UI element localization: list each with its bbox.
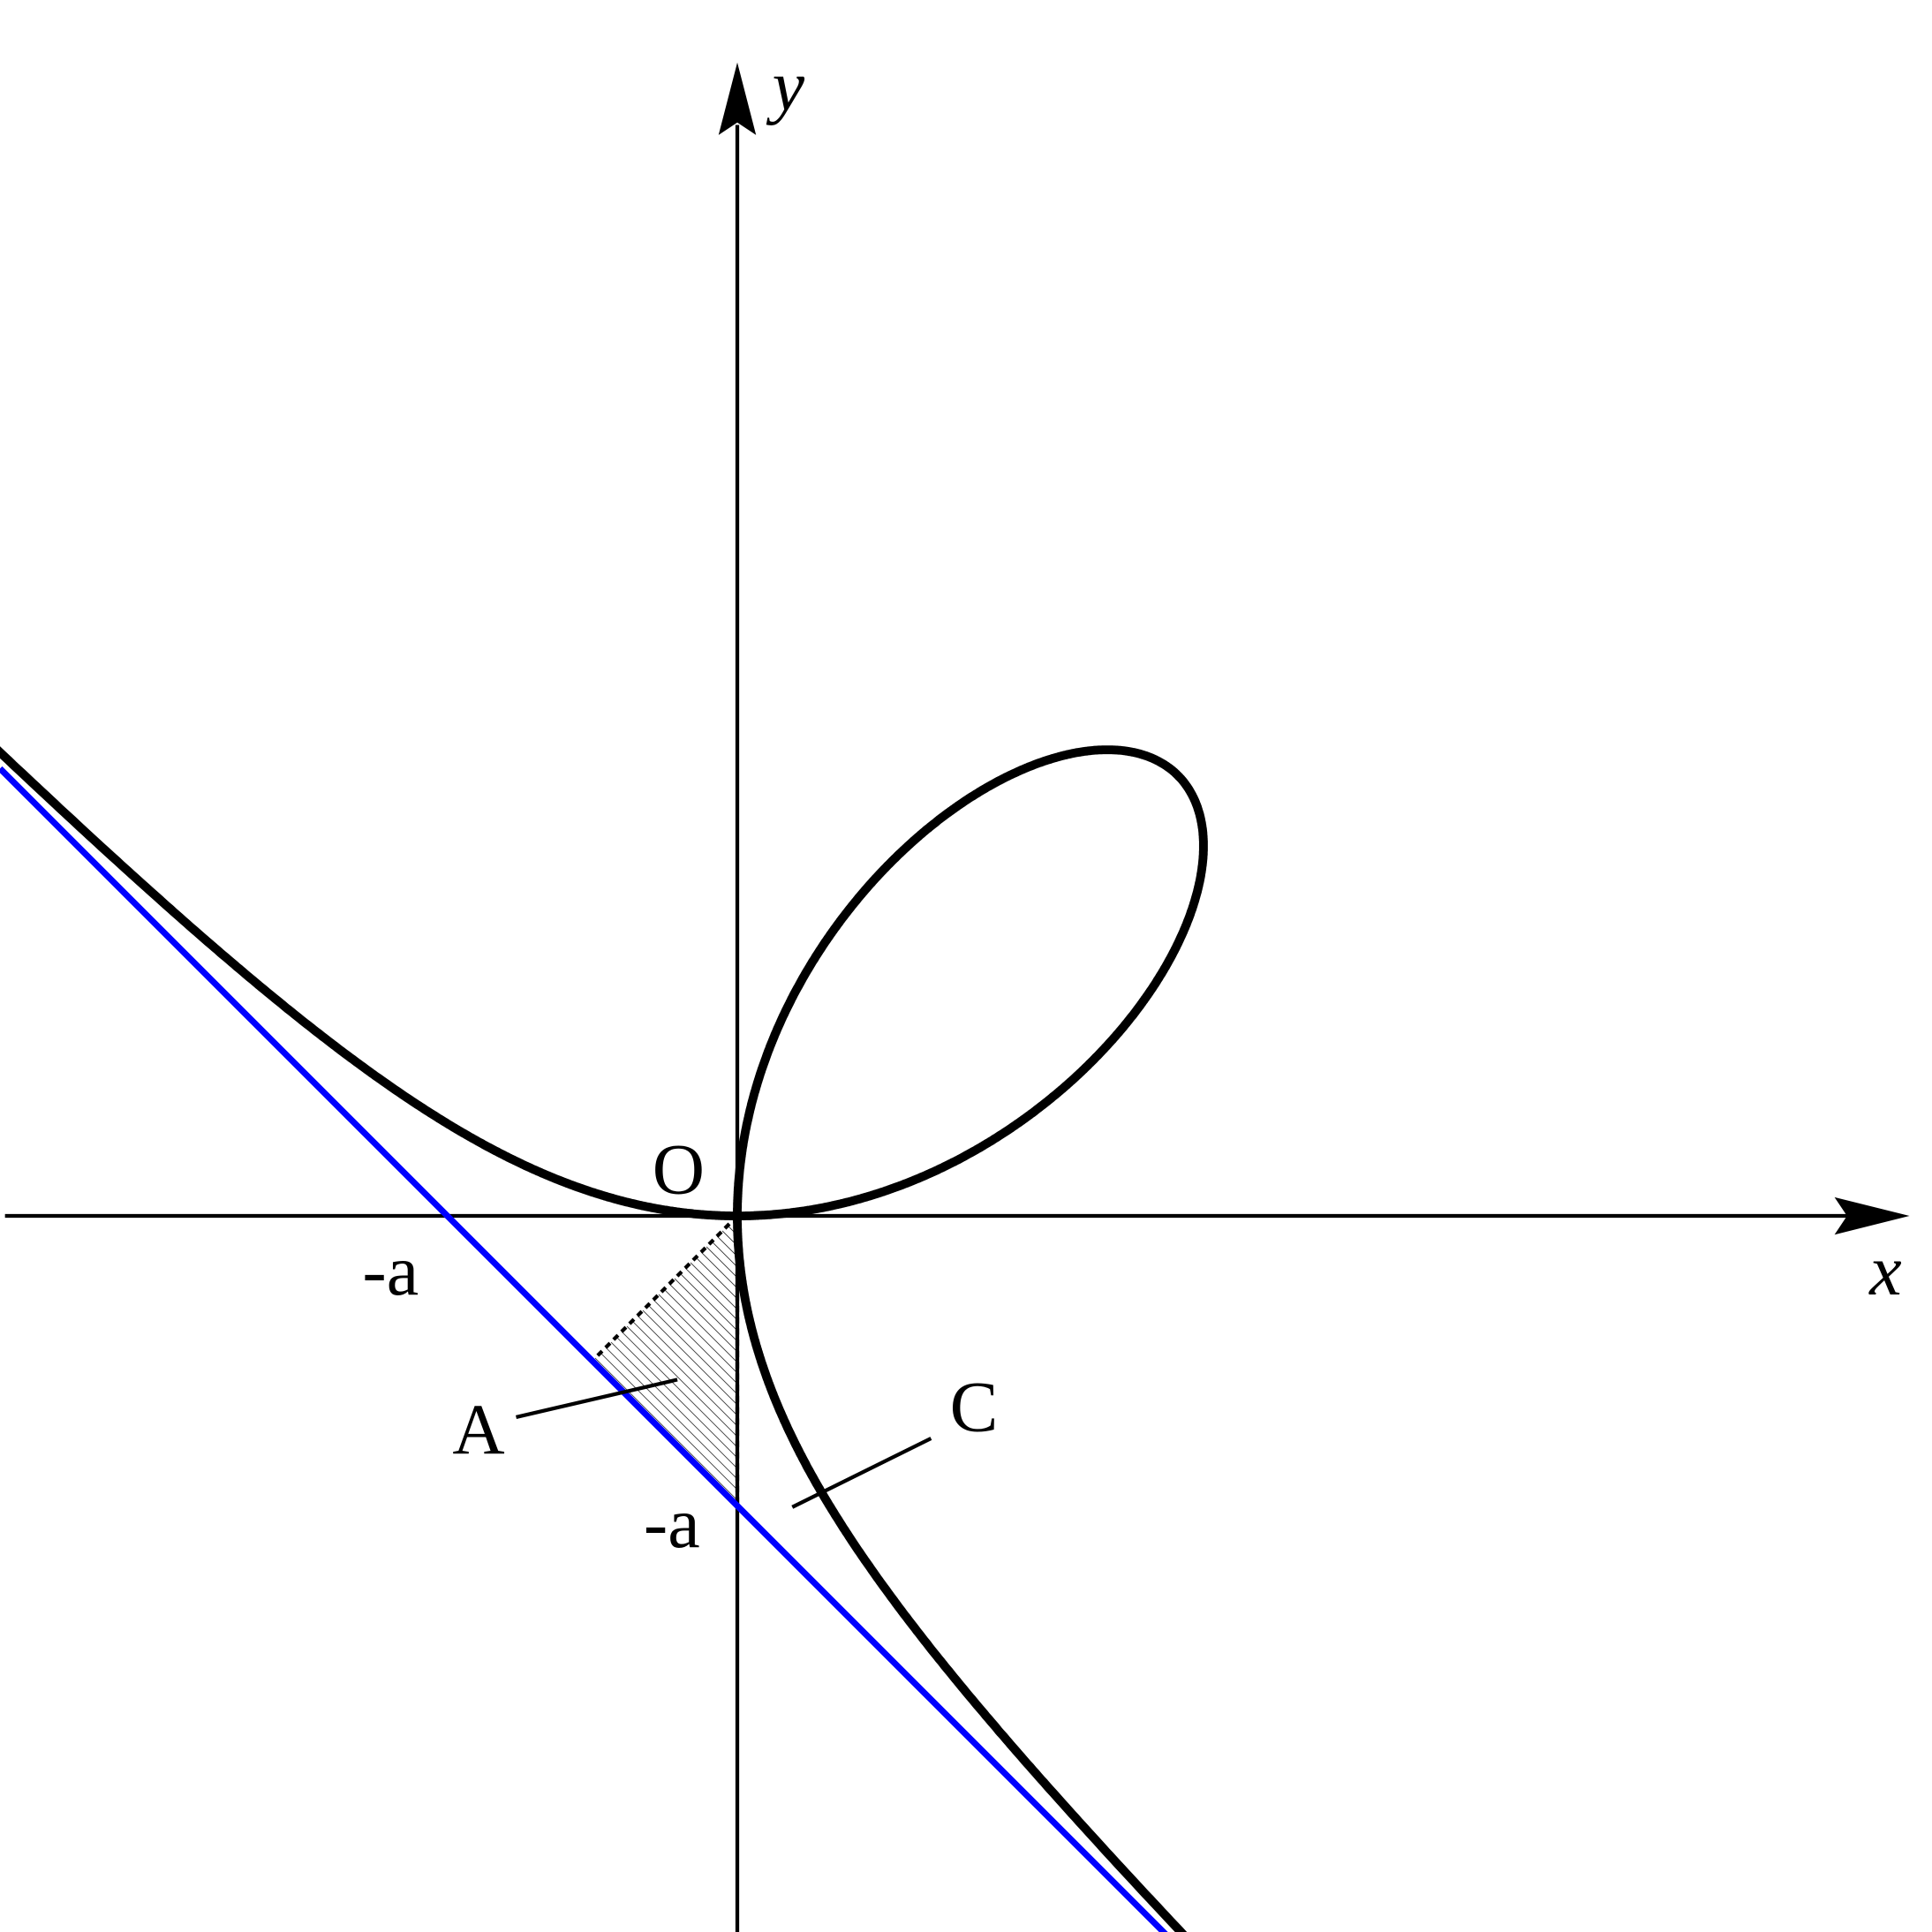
- y-label: y: [766, 46, 805, 126]
- leader-c: [791, 1437, 932, 1509]
- dashed-line: [592, 1214, 739, 1362]
- origin-label: O: [653, 1129, 705, 1210]
- leader-a: [516, 1377, 678, 1419]
- curve-label: C: [950, 1366, 999, 1446]
- y-neg-a-label: -a: [644, 1483, 700, 1563]
- folium-curve: [0, 745, 1208, 1932]
- x-label: x: [1868, 1230, 1901, 1310]
- region-label: A: [452, 1389, 504, 1469]
- asymptote: [0, 766, 1168, 1932]
- x-arrow: [1834, 1196, 1910, 1235]
- x-neg-a-label: -a: [362, 1230, 419, 1310]
- region-a: [593, 1216, 738, 1506]
- y-arrow: [718, 62, 757, 135]
